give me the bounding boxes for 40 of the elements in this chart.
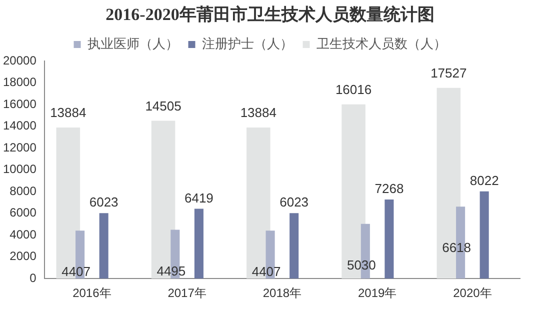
- x-tick-label: 2016年: [72, 286, 112, 300]
- data-label: 6419: [184, 190, 214, 206]
- data-label: 5030: [346, 257, 376, 272]
- y-tick-label: 12000: [2, 140, 37, 154]
- data-label: 4495: [156, 263, 186, 278]
- data-label: 6023: [280, 194, 309, 210]
- x-tick-label: 2018年: [262, 286, 302, 300]
- y-tick-label: 14000: [2, 118, 37, 133]
- y-tick-label: 4000: [10, 227, 37, 242]
- data-label: 14505: [145, 98, 182, 114]
- legend-label: 执业医师（人）: [87, 36, 178, 52]
- chart-title: 2016-2020年莆田市卫生技术人员数量统计图: [104, 4, 436, 26]
- bar: [290, 213, 299, 279]
- data-label: 17527: [430, 65, 467, 80]
- data-label: 4407: [62, 264, 90, 280]
- y-tick-label: 2000: [10, 249, 37, 264]
- y-tick-label: 6000: [10, 206, 37, 220]
- bar: [99, 213, 108, 279]
- data-label: 16016: [335, 82, 372, 97]
- y-tick-label: 20000: [2, 53, 37, 68]
- y-tick-label: 16000: [2, 96, 37, 111]
- x-tick-label: 2020年: [453, 286, 492, 300]
- y-tick-label: 10000: [2, 162, 37, 176]
- bar: [480, 191, 489, 279]
- data-label: 13884: [240, 105, 276, 120]
- y-tick-label: 8000: [10, 184, 37, 198]
- bar: [384, 200, 394, 279]
- bar: [194, 208, 204, 279]
- data-label: 6618: [442, 240, 472, 256]
- y-tick-label: 18000: [2, 75, 37, 90]
- legend-label: 注册护士（人）: [202, 36, 293, 52]
- data-label: 8022: [470, 172, 499, 188]
- data-label: 6023: [89, 194, 118, 210]
- data-label: 13884: [50, 105, 86, 120]
- legend-label: 卫生技术人员数（人）: [316, 36, 446, 52]
- y-tick-label: 0: [30, 270, 37, 285]
- x-tick-label: 2019年: [358, 286, 397, 300]
- x-tick-label: 2017年: [168, 286, 206, 300]
- data-label: 4407: [252, 264, 281, 280]
- data-label: 7268: [374, 181, 404, 196]
